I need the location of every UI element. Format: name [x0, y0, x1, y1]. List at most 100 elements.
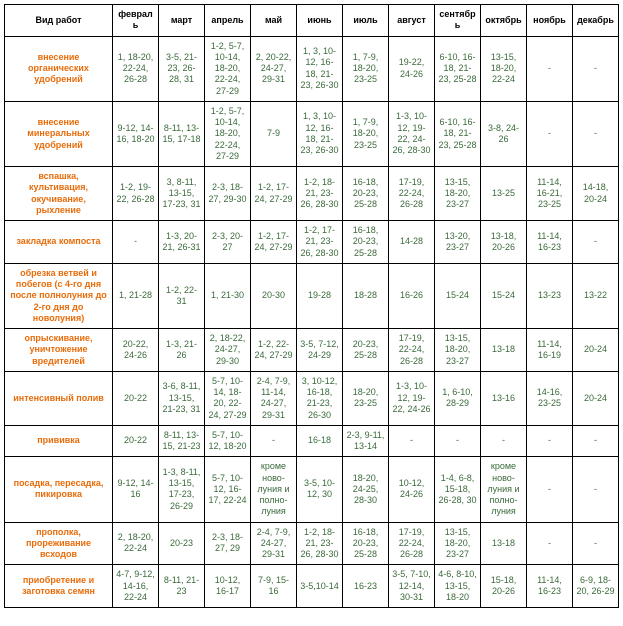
date-cell: 1-2, 5-7, 10-14, 18-20, 22-24, 27-29 — [205, 36, 251, 101]
work-label: прививка — [5, 425, 113, 457]
date-cell: 18-20, 24-25, 28-30 — [343, 457, 389, 522]
work-label: вспашка, культивация, окучивание, рыхлен… — [5, 167, 113, 221]
work-label: опрыскивание, уничтожение вредителей — [5, 329, 113, 372]
date-cell: 1-2, 5-7, 10-14, 18-20, 22-24, 27-29 — [205, 101, 251, 166]
date-cell: 5-7, 10-14, 18-20, 22-24, 27-29 — [205, 371, 251, 425]
work-label: внесение минеральных удобрений — [5, 101, 113, 166]
date-cell: 1-3, 10-12, 19-22, 24-26 — [389, 371, 435, 425]
date-cell: - — [573, 457, 619, 522]
date-cell: 16-18, 20-23, 25-28 — [343, 221, 389, 264]
date-cell: 14-28 — [389, 221, 435, 264]
date-cell: 2-3, 20-27 — [205, 221, 251, 264]
date-cell: 3-5, 10-12, 30 — [297, 457, 343, 522]
header-month: октябрь — [481, 5, 527, 37]
date-cell: 20-23 — [159, 522, 205, 565]
date-cell: 6-10, 16-18, 21-23, 25-28 — [435, 101, 481, 166]
date-cell: 1, 6-10, 28-29 — [435, 371, 481, 425]
date-cell: 8-11, 13-15, 21-23 — [159, 425, 205, 457]
date-cell: - — [573, 221, 619, 264]
date-cell: - — [527, 425, 573, 457]
date-cell: 3, 8-11, 13-15, 17-23, 31 — [159, 167, 205, 221]
table-row: вспашка, культивация, окучивание, рыхлен… — [5, 167, 619, 221]
date-cell: 19-28 — [297, 263, 343, 328]
date-cell: 4-6, 8-10, 13-15, 18-20 — [435, 565, 481, 608]
header-month: сентябрь — [435, 5, 481, 37]
date-cell: 13-15, 18-20, 22-24 — [481, 36, 527, 101]
date-cell: - — [389, 425, 435, 457]
date-cell: 20-22, 24-26 — [113, 329, 159, 372]
work-label: обрезка ветвей и побегов (с 4-го дня пос… — [5, 263, 113, 328]
header-month: апрель — [205, 5, 251, 37]
date-cell: - — [527, 101, 573, 166]
date-cell: 3-8, 24-26 — [481, 101, 527, 166]
date-cell: 20-30 — [251, 263, 297, 328]
date-cell: 6-9, 18-20, 26-29 — [573, 565, 619, 608]
date-cell: 13-15, 18-20, 23-27 — [435, 522, 481, 565]
date-cell: 11-14, 16-21, 23-25 — [527, 167, 573, 221]
date-cell: 13-18, 20-26 — [481, 221, 527, 264]
date-cell: 8-11, 21-23 — [159, 565, 205, 608]
date-cell: 17-19, 22-24, 26-28 — [389, 522, 435, 565]
date-cell: 17-19, 22-24, 26-28 — [389, 329, 435, 372]
date-cell: 1-2, 17-24, 27-29 — [251, 221, 297, 264]
date-cell: 2-4, 7-9, 24-27, 29-31 — [251, 522, 297, 565]
date-cell: 3-6, 8-11, 13-15, 21-23, 31 — [159, 371, 205, 425]
date-cell: 1-2, 22-24, 27-29 — [251, 329, 297, 372]
date-cell: 7-9, 15-16 — [251, 565, 297, 608]
date-cell: 13-25 — [481, 167, 527, 221]
date-cell: - — [113, 221, 159, 264]
date-cell: 3-5,10-14 — [297, 565, 343, 608]
date-cell: 13-18 — [481, 329, 527, 372]
date-cell: 4-7, 9-12, 14-16, 22-24 — [113, 565, 159, 608]
date-cell: 10-12, 16-17 — [205, 565, 251, 608]
table-row: прививка20-228-11, 13-15, 21-235-7, 10-1… — [5, 425, 619, 457]
work-label: посадка, пересадка, пикировка — [5, 457, 113, 522]
date-cell: 11-14, 16-23 — [527, 221, 573, 264]
date-cell: 19-22, 24-26 — [389, 36, 435, 101]
date-cell: - — [435, 425, 481, 457]
table-row: интенсивный полив20-223-6, 8-11, 13-15, … — [5, 371, 619, 425]
date-cell: 20-23, 25-28 — [343, 329, 389, 372]
date-cell: - — [573, 425, 619, 457]
header-month: август — [389, 5, 435, 37]
date-cell: 11-14, 16-19 — [527, 329, 573, 372]
date-cell: 1-3, 8-11, 13-15, 17-23, 26-29 — [159, 457, 205, 522]
date-cell: - — [527, 522, 573, 565]
date-cell: 1, 7-9, 18-20, 23-25 — [343, 101, 389, 166]
date-cell: - — [573, 101, 619, 166]
date-cell: 8-11, 13-15, 17-18 — [159, 101, 205, 166]
date-cell: 16-18, 20-23, 25-28 — [343, 167, 389, 221]
header-month: июнь — [297, 5, 343, 37]
table-row: посадка, пересадка, пикировка9-12, 14-16… — [5, 457, 619, 522]
work-label: интенсивный полив — [5, 371, 113, 425]
table-row: приобретение и заготовка семян4-7, 9-12,… — [5, 565, 619, 608]
date-cell: - — [481, 425, 527, 457]
table-row: обрезка ветвей и побегов (с 4-го дня пос… — [5, 263, 619, 328]
date-cell: 1, 7-9, 18-20, 23-25 — [343, 36, 389, 101]
work-label: закладка компоста — [5, 221, 113, 264]
date-cell: 1-2, 22-31 — [159, 263, 205, 328]
work-label: внесение органических удобрений — [5, 36, 113, 101]
date-cell: 16-18 — [297, 425, 343, 457]
date-cell: 9-12, 14-16 — [113, 457, 159, 522]
date-cell: 2, 20-22, 24-27, 29-31 — [251, 36, 297, 101]
date-cell: 1-3, 20-21, 26-31 — [159, 221, 205, 264]
date-cell: - — [573, 36, 619, 101]
date-cell: 1-3, 21-26 — [159, 329, 205, 372]
date-cell: 1-3, 10-12, 19-22, 24-26, 28-30 — [389, 101, 435, 166]
date-cell: - — [527, 36, 573, 101]
work-label: прополка, прореживание всходов — [5, 522, 113, 565]
date-cell: 6-10, 16-18, 21-23, 25-28 — [435, 36, 481, 101]
date-cell: 14-18, 20-24 — [573, 167, 619, 221]
date-cell: 1-2, 18-21, 23-26, 28-30 — [297, 522, 343, 565]
header-month: декабрь — [573, 5, 619, 37]
date-cell: 13-16 — [481, 371, 527, 425]
date-cell: - — [573, 522, 619, 565]
date-cell: 2, 18-22, 24-27, 29-30 — [205, 329, 251, 372]
header-month: февраль — [113, 5, 159, 37]
date-cell: 15-24 — [481, 263, 527, 328]
date-cell: 2, 18-20, 22-24 — [113, 522, 159, 565]
date-cell: 10-12, 24-26 — [389, 457, 435, 522]
date-cell: 16-23 — [343, 565, 389, 608]
date-cell: 15-18, 20-26 — [481, 565, 527, 608]
